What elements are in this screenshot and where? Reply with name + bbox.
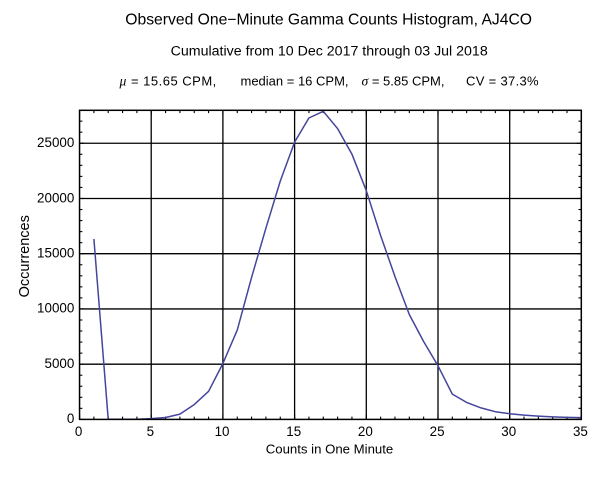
svg-text:25000: 25000 [37, 135, 74, 150]
svg-text:Observed One−Minute Gamma Coun: Observed One−Minute Gamma Counts Histogr… [125, 11, 532, 28]
svg-text:Cumulative from 10 Dec 2017 th: Cumulative from 10 Dec 2017 through 03 J… [171, 43, 488, 59]
svg-text:10: 10 [215, 424, 230, 439]
svg-text:20: 20 [358, 424, 373, 439]
svg-text:30: 30 [501, 424, 516, 439]
svg-text:0: 0 [67, 411, 74, 426]
svg-text:10000: 10000 [37, 301, 74, 316]
svg-text:15000: 15000 [37, 246, 74, 261]
svg-text:5000: 5000 [45, 356, 75, 371]
svg-text:CV = 37.3%: CV = 37.3% [466, 74, 539, 89]
svg-text:Occurrences: Occurrences [17, 215, 33, 297]
svg-text:σ = 5.85 CPM,: σ = 5.85 CPM, [362, 74, 445, 89]
svg-text:Counts in One Minute: Counts in One Minute [266, 442, 394, 457]
svg-text:25: 25 [430, 424, 445, 439]
svg-text:0: 0 [75, 424, 82, 439]
svg-text:20000: 20000 [37, 190, 74, 205]
svg-text:μ = 15.65 CPM,: μ = 15.65 CPM, [119, 74, 217, 89]
svg-text:15: 15 [286, 424, 301, 439]
svg-text:5: 5 [147, 424, 154, 439]
svg-text:35: 35 [573, 424, 588, 439]
svg-text:median = 16 CPM,: median = 16 CPM, [241, 74, 349, 89]
